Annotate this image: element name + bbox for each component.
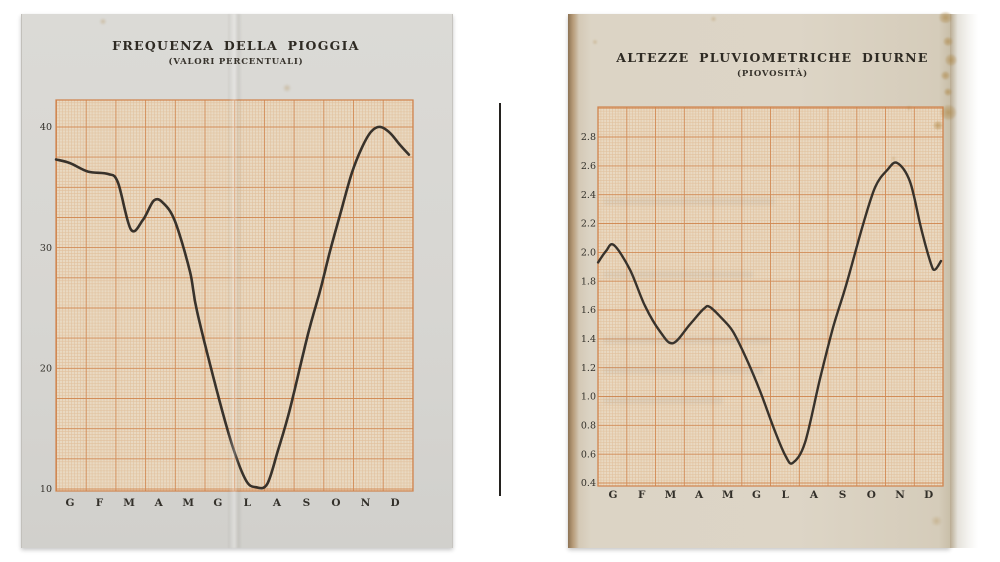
show-through-text xyxy=(603,367,763,374)
right-y-tick-label: 2.6 xyxy=(581,161,596,172)
show-through-text xyxy=(603,337,771,344)
binding-edge xyxy=(568,14,579,548)
right-y-tick-label: 2.4 xyxy=(581,190,596,201)
right-month-label: A xyxy=(694,489,704,501)
left-month-label: M xyxy=(182,497,194,509)
right-grid-border xyxy=(597,106,944,487)
stain xyxy=(938,12,953,23)
page-stack-edge xyxy=(950,14,978,548)
right-y-tick-label: 0.4 xyxy=(581,478,596,489)
right-month-label: M xyxy=(722,489,734,501)
right-y-tick-label: 1.0 xyxy=(581,392,596,403)
right-month-label: D xyxy=(924,489,933,501)
left-data-curve xyxy=(54,125,411,490)
right-month-label: G xyxy=(609,489,618,501)
right-chart-subtitle: (PIOVOSITÀ) xyxy=(737,69,808,79)
left-y-tick-label: 10 xyxy=(40,484,52,495)
stain xyxy=(710,16,717,22)
right-month-label: S xyxy=(839,489,847,501)
right-y-tick-label: 2.0 xyxy=(581,248,596,259)
stain xyxy=(941,71,950,80)
stain xyxy=(99,18,107,25)
left-y-tick-label: 40 xyxy=(40,122,52,133)
left-month-label: N xyxy=(361,497,371,509)
left-month-label: G xyxy=(66,497,75,509)
right-month-label: O xyxy=(867,489,876,501)
right-month-label: A xyxy=(809,489,819,501)
stain xyxy=(906,105,912,111)
show-through-text xyxy=(603,397,723,404)
left-month-label: A xyxy=(272,497,282,509)
show-through-text xyxy=(603,271,753,278)
stain xyxy=(940,105,957,120)
stain xyxy=(282,84,292,92)
right-data-curve xyxy=(596,161,943,465)
left-month-label: M xyxy=(123,497,135,509)
page-divider xyxy=(499,103,501,496)
right-month-label: M xyxy=(665,489,677,501)
left-month-label: O xyxy=(331,497,340,509)
left-chart-subtitle: (VALORI PERCENTUALI) xyxy=(168,57,304,67)
right-y-tick-label: 0.8 xyxy=(581,421,596,432)
right-month-label: N xyxy=(895,489,905,501)
right-month-label: F xyxy=(638,489,646,501)
stain xyxy=(933,121,943,130)
stain xyxy=(943,37,953,46)
left-month-label: S xyxy=(303,497,311,509)
right-y-tick-label: 2.8 xyxy=(581,132,596,143)
left-month-label: L xyxy=(244,497,252,509)
left-y-tick-label: 30 xyxy=(40,243,52,254)
right-chart-title: ALTEZZE PLUVIOMETRICHE DIURNE xyxy=(616,50,929,65)
left-month-label: A xyxy=(154,497,164,509)
left-month-label: D xyxy=(391,497,400,509)
stain xyxy=(945,54,957,66)
page-fold-crease xyxy=(228,14,242,548)
show-through-text xyxy=(603,198,775,205)
stain xyxy=(891,156,896,161)
stain xyxy=(592,39,598,45)
left-month-label: F xyxy=(96,497,104,509)
left-y-tick-label: 20 xyxy=(40,364,52,375)
left-grid-border xyxy=(55,99,414,492)
right-month-label: L xyxy=(782,489,790,501)
left-chart-title: FREQUENZA DELLA PIOGGIA xyxy=(112,38,360,53)
stain xyxy=(944,88,952,96)
right-y-tick-label: 1.6 xyxy=(581,305,596,316)
left-month-label: G xyxy=(213,497,222,509)
stain xyxy=(930,516,943,526)
right-y-tick-label: 1.2 xyxy=(581,363,596,374)
right-y-tick-label: 0.6 xyxy=(581,449,596,460)
right-month-label: G xyxy=(752,489,761,501)
right-y-tick-label: 2.2 xyxy=(581,219,596,230)
right-y-tick-label: 1.4 xyxy=(581,334,596,345)
right-y-tick-label: 1.8 xyxy=(581,276,596,287)
